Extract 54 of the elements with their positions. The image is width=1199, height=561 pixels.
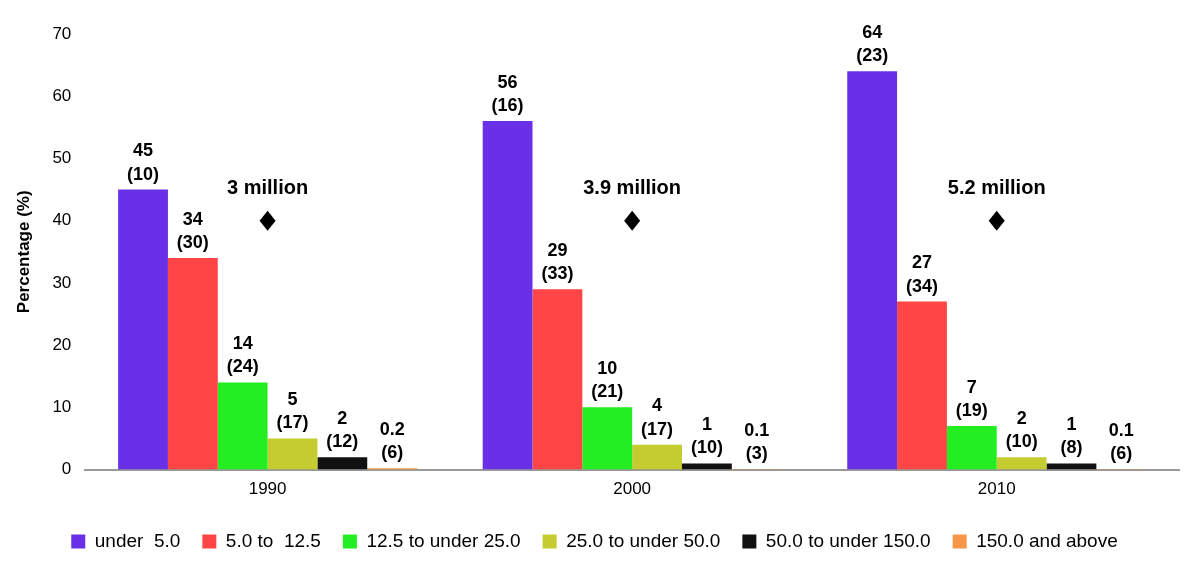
data-label: 0.1 (6): [1108, 419, 1134, 463]
bar: [681, 463, 732, 470]
y-tick-label: 0: [61, 459, 72, 479]
data-label: 14 (24): [226, 333, 259, 377]
annotation: 5.2 million: [947, 176, 1046, 199]
legend-label: 150.0 and above: [976, 529, 1118, 551]
y-tick-label: 20: [52, 334, 72, 354]
data-label: 1 (8): [1060, 413, 1083, 458]
bar: [167, 258, 218, 470]
bar: [1046, 463, 1097, 470]
y-tick-label: 30: [52, 272, 72, 292]
data-label: 2 (10): [1005, 407, 1038, 452]
legend-label: 12.5 to under 25.0: [366, 529, 521, 551]
data-label: 64 (23): [856, 21, 889, 66]
data-label: 1 (10): [690, 413, 723, 458]
data-label: 4 (17): [641, 395, 674, 439]
bar: [847, 71, 898, 470]
legend-label: under 5.0: [94, 529, 181, 551]
data-label: 0.2 (6): [379, 418, 405, 463]
x-tick-label: 2000: [613, 479, 652, 499]
bar: [532, 289, 583, 470]
bar: [582, 407, 633, 470]
bar: [632, 444, 682, 470]
y-axis-title: Percentage (%): [13, 190, 33, 314]
annotation: 3 million: [227, 176, 309, 199]
data-label: 5 (17): [276, 389, 309, 433]
legend-label: 5.0 to 12.5: [225, 529, 321, 551]
y-tick-label: 70: [52, 23, 72, 43]
bar: [118, 189, 168, 470]
x-tick-label: 2010: [977, 479, 1016, 499]
bar: [897, 301, 947, 470]
data-label: 2 (12): [326, 407, 359, 452]
data-label: 27 (34): [905, 252, 938, 296]
data-label: 56 (16): [491, 71, 524, 116]
legend-label: 50.0 to under 150.0: [765, 529, 931, 551]
x-tick-label: 1990: [248, 479, 287, 499]
bar: [317, 457, 368, 470]
data-label: 34 (30): [176, 208, 209, 252]
bar: [946, 426, 997, 470]
annotation: 3.9 million: [583, 176, 682, 199]
bar: [996, 457, 1047, 470]
data-label: 10 (21): [591, 357, 624, 402]
bar: [267, 438, 318, 470]
y-tick-label: 40: [52, 210, 72, 230]
bar: [217, 382, 268, 470]
y-tick-label: 60: [52, 85, 72, 105]
data-label: 7 (19): [955, 376, 988, 421]
y-tick-label: 10: [52, 397, 72, 417]
data-label: 45 (10): [127, 140, 160, 184]
y-tick-label: 50: [52, 148, 72, 168]
bar: [482, 121, 533, 470]
legend-label: 25.0 to under 50.0: [566, 529, 721, 551]
data-label: 29 (33): [541, 239, 574, 284]
data-label: 0.1 (3): [744, 419, 770, 463]
